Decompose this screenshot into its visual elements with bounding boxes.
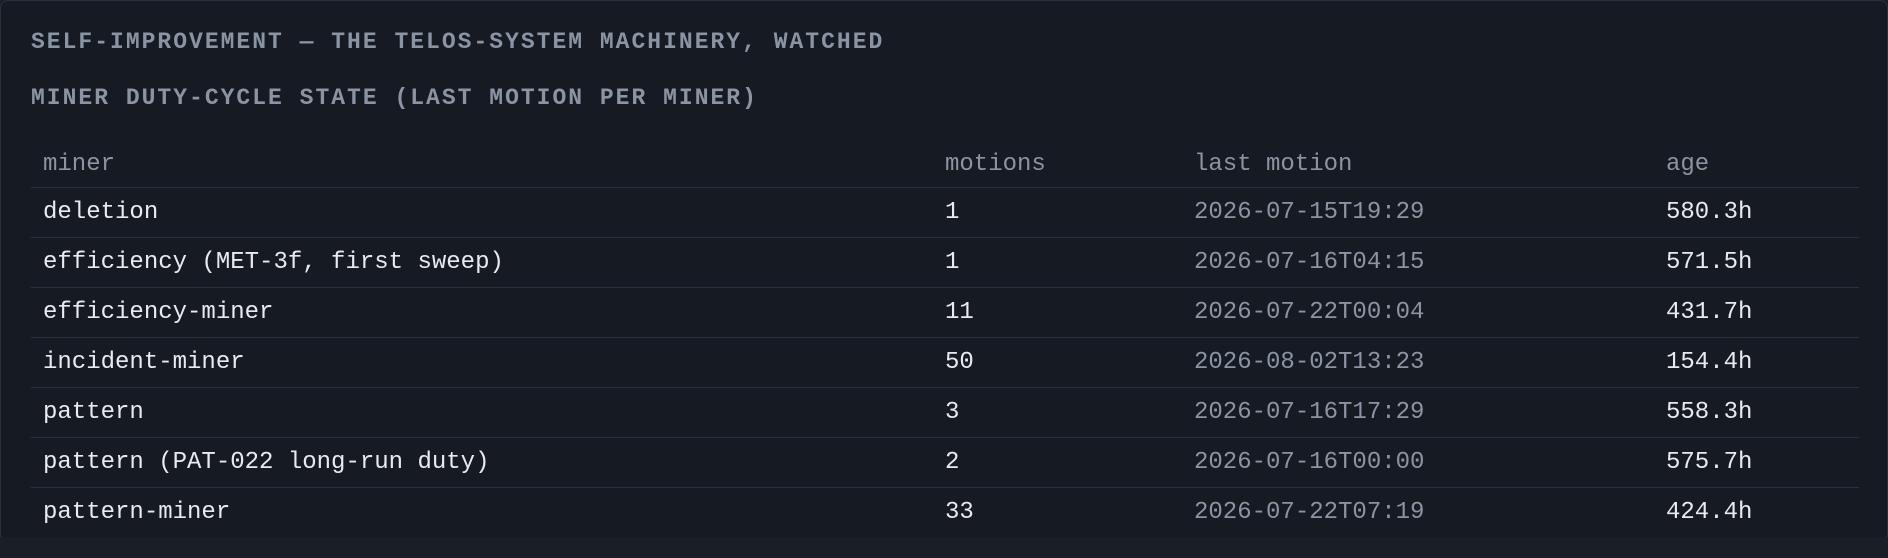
table-cell: 2026-07-16T04:15 <box>1182 237 1654 288</box>
table-cell: 2026-07-16T17:29 <box>1182 387 1654 438</box>
table-row: pattern-miner 33 2026-07-22T07:19 424.4h <box>31 487 1859 537</box>
table-cell: 2026-07-22T07:19 <box>1182 487 1654 537</box>
table-row: incident-miner 50 2026-08-02T13:23 154.4h <box>31 337 1859 388</box>
table-row: efficiency-miner 11 2026-07-22T00:04 431.7h <box>31 287 1859 338</box>
table-row: efficiency (MET-3f, first sweep) 1 2026-07… <box>31 237 1859 288</box>
table-row: pattern (PAT-022 long-run duty) 2 2026-07-… <box>31 437 1859 488</box>
table-cell: incident-miner <box>31 337 933 388</box>
table-cell: 2026-07-16T00:00 <box>1182 437 1654 488</box>
table-cell: 154.4h <box>1654 337 1859 388</box>
table-cell: 1 <box>933 237 1182 288</box>
miner-table: miner motions last motion age deletion 1 2026… <box>31 141 1859 537</box>
column-header: miner <box>43 150 116 178</box>
table-cell: 3 <box>933 387 1182 438</box>
table-cell: efficiency-miner <box>31 287 933 338</box>
table-cell: 2026-07-22T00:04 <box>1182 287 1654 338</box>
table-row: deletion 1 2026-07-15T19:29 580.3h <box>31 187 1859 238</box>
table-cell: 2 <box>933 437 1182 488</box>
header-row: miner motions last motion age <box>31 141 1859 188</box>
panel-title: SELF-IMPROVEMENT — THE TELOS-SYSTEM MACH… <box>31 29 885 55</box>
table-cell: 11 <box>933 287 1182 338</box>
section-title: MINER DUTY-CYCLE STATE (LAST MOTION PER … <box>31 85 758 111</box>
table-row: pattern 3 2026-07-16T17:29 558.3h <box>31 387 1859 438</box>
column-header: age <box>1666 150 1710 178</box>
table-cell: 1 <box>933 187 1182 238</box>
table-cell: 33 <box>933 487 1182 537</box>
table-cell: 558.3h <box>1654 387 1859 438</box>
table-cell: 580.3h <box>1654 187 1859 238</box>
table-body: deletion 1 2026-07-15T19:29 580.3h efficienc… <box>31 187 1859 537</box>
table-cell: 2026-08-02T13:23 <box>1182 337 1654 388</box>
table-cell: pattern <box>31 387 933 438</box>
table-cell: 571.5h <box>1654 237 1859 288</box>
table-cell: pattern (PAT-022 long-run duty) <box>31 437 933 488</box>
column-header: motions <box>945 150 1046 178</box>
panel: SELF-IMPROVEMENT — THE TELOS-SYSTEM MACH… <box>0 0 1888 537</box>
table-cell: 424.4h <box>1654 487 1859 537</box>
table-cell: pattern-miner <box>31 487 933 537</box>
table-cell: 2026-07-15T19:29 <box>1182 187 1654 238</box>
table-cell: deletion <box>31 187 933 238</box>
table-cell: efficiency (MET-3f, first sweep) <box>31 237 933 288</box>
column-header: last motion <box>1194 150 1353 178</box>
table-cell: 431.7h <box>1654 287 1859 338</box>
table-cell: 575.7h <box>1654 437 1859 488</box>
table-cell: 50 <box>933 337 1182 388</box>
